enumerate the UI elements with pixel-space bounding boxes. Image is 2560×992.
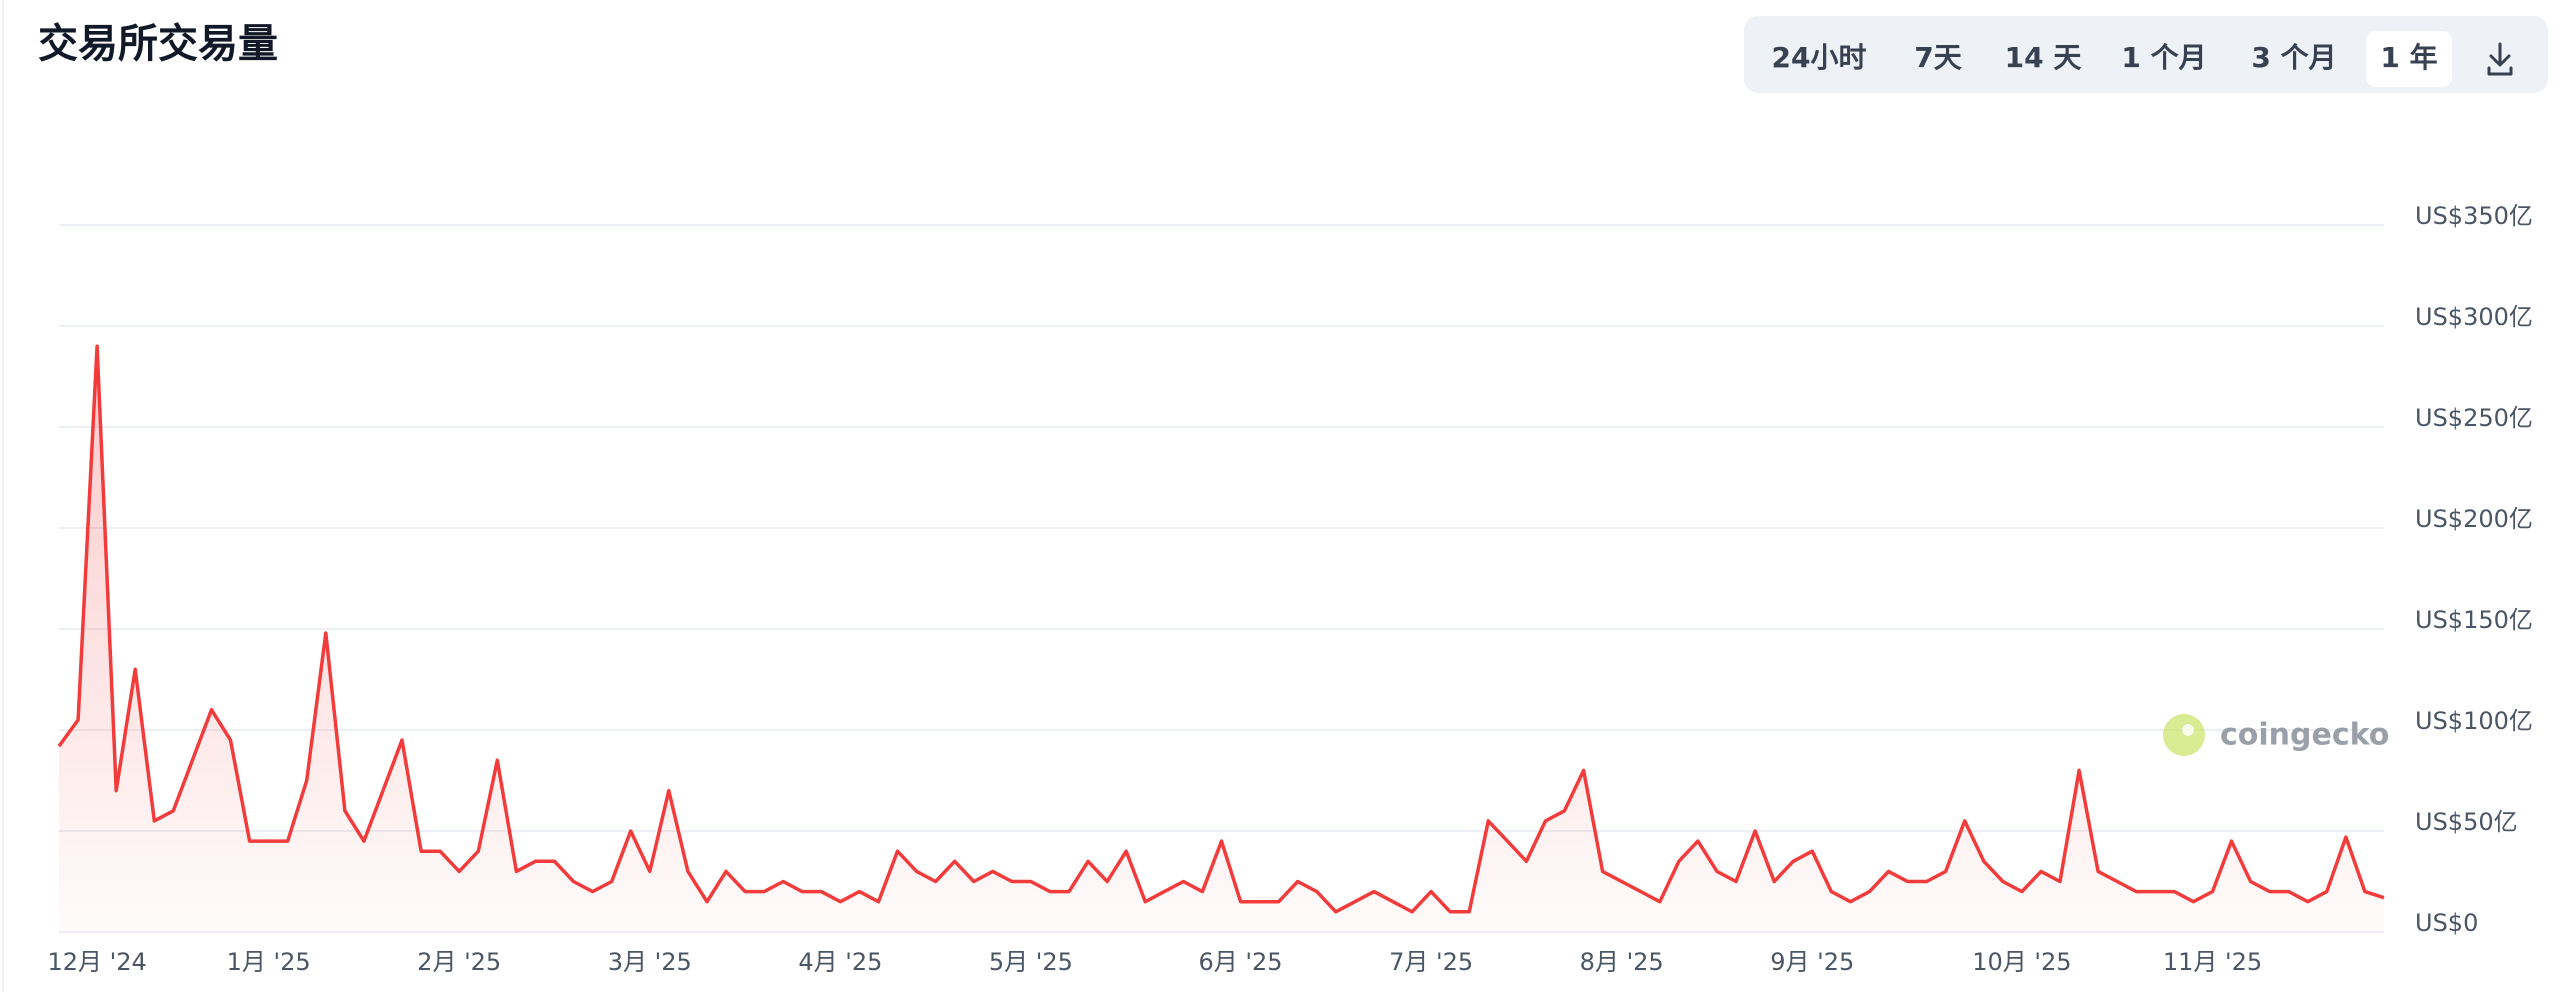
x-tick-label: 6月 '25 — [1199, 948, 1283, 976]
y-tick-label: US$50亿 — [2415, 808, 2518, 836]
y-tick-label: US$250亿 — [2415, 404, 2533, 432]
x-tick-label: 4月 '25 — [798, 948, 882, 976]
download-button[interactable] — [2472, 33, 2528, 87]
x-tick-label: 12月 '24 — [47, 948, 146, 976]
y-tick-label: US$350亿 — [2415, 202, 2533, 230]
x-tick-label: 2月 '25 — [417, 948, 501, 976]
watermark-logo-eye — [2182, 724, 2194, 736]
y-tick-label: US$300亿 — [2415, 303, 2533, 331]
range-bar — [1744, 16, 2548, 93]
range-button[interactable]: 7天 — [1914, 41, 1961, 74]
range-button[interactable]: 1 个月 — [2121, 41, 2206, 74]
y-tick-label: US$100亿 — [2415, 707, 2533, 735]
line — [57, 344, 2385, 914]
x-tick-label: 11月 '25 — [2163, 948, 2262, 976]
watermark: coingecko — [2220, 718, 2389, 753]
x-tick-label: 9月 '25 — [1770, 948, 1854, 976]
download-icon — [2487, 42, 2513, 76]
range-button[interactable]: 24小时 — [1772, 41, 1867, 74]
x-tick-label: 3月 '25 — [608, 948, 692, 976]
range-button[interactable]: 1 年 — [2380, 41, 2437, 74]
x-tick-label: 8月 '25 — [1580, 948, 1664, 976]
y-tick-label: US$0 — [2415, 909, 2478, 937]
x-tick-label: 10月 '25 — [1972, 948, 2071, 976]
range-button[interactable]: 14 天 — [2005, 41, 2082, 74]
watermark-logo — [2163, 714, 2205, 756]
range-active — [2366, 31, 2452, 87]
area — [59, 346, 2384, 932]
chart-title: 交易所交易量 — [38, 21, 278, 67]
x-tick-label: 1月 '25 — [227, 948, 311, 976]
y-tick-label: US$200亿 — [2415, 505, 2533, 533]
x-tick-label: 7月 '25 — [1389, 948, 1473, 976]
x-tick-label: 5月 '25 — [989, 948, 1073, 976]
y-tick-label: US$150亿 — [2415, 606, 2533, 634]
range-button[interactable]: 3 个月 — [2251, 41, 2336, 74]
